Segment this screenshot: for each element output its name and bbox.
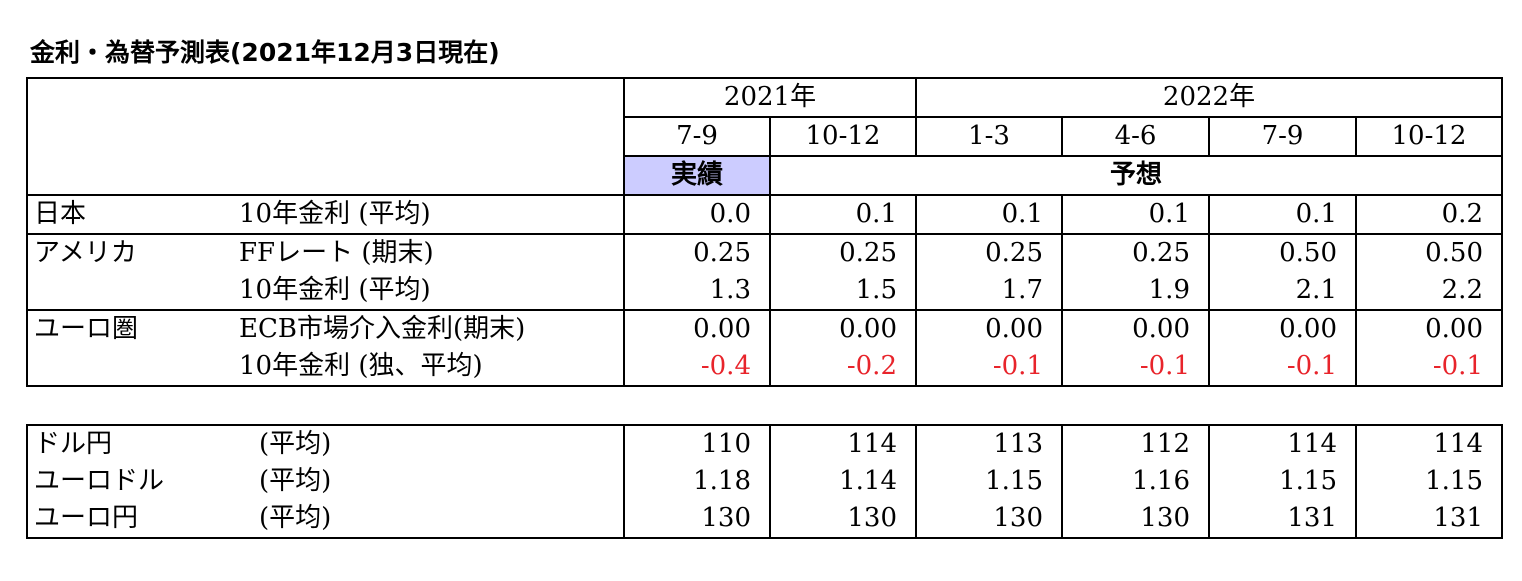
table-row: 10年金利 (平均) 1.3 1.5 1.7 1.9 2.1 2.2 bbox=[26, 272, 1503, 311]
value-cell: -0.2 bbox=[770, 348, 917, 387]
quarter-header: 7-9 bbox=[624, 117, 771, 157]
value-cell: 112 bbox=[1062, 424, 1210, 463]
value-cell: 0.00 bbox=[916, 310, 1063, 348]
country-name: ユーロ圏 bbox=[26, 310, 239, 348]
value-cell: 1.16 bbox=[1062, 463, 1210, 500]
value-cell: -0.4 bbox=[624, 348, 771, 387]
table-row: ユーロ圏 ECB市場介入金利(期末) 0.00 0.00 0.00 0.00 0… bbox=[26, 310, 1503, 348]
value-cell: 1.15 bbox=[1356, 463, 1503, 500]
value-cell: 0.2 bbox=[1356, 195, 1503, 235]
value-cell: 110 bbox=[624, 424, 771, 463]
value-cell: 0.00 bbox=[1356, 310, 1503, 348]
quarter-header: 10-12 bbox=[770, 117, 917, 157]
country-name bbox=[26, 348, 239, 387]
table-row: 日本 10年金利 (平均) 0.0 0.1 0.1 0.1 0.1 0.2 bbox=[26, 195, 1503, 235]
value-cell: 0.25 bbox=[1062, 234, 1210, 272]
value-cell: 130 bbox=[770, 500, 917, 539]
table-row: ドル円 (平均) 110 114 113 112 114 114 bbox=[26, 424, 1503, 463]
value-cell: 1.9 bbox=[1062, 272, 1210, 311]
table-row: アメリカ FFレート (期末) 0.25 0.25 0.25 0.25 0.50… bbox=[26, 234, 1503, 272]
value-cell: 0.25 bbox=[916, 234, 1063, 272]
value-cell: 0.1 bbox=[770, 195, 917, 235]
rate-label: 10年金利 (平均) bbox=[239, 195, 625, 235]
fx-label: (平均) bbox=[259, 500, 625, 539]
year-2022-header: 2022年 bbox=[916, 77, 1503, 118]
fx-forecast-table: ドル円 (平均) 110 114 113 112 114 114 ユーロドル (… bbox=[26, 424, 1503, 539]
value-cell: 130 bbox=[624, 500, 771, 539]
value-cell: -0.1 bbox=[1356, 348, 1503, 387]
value-cell: 0.50 bbox=[1209, 234, 1357, 272]
fx-label: (平均) bbox=[259, 424, 625, 463]
value-cell: 131 bbox=[1209, 500, 1357, 539]
country-name: アメリカ bbox=[26, 234, 239, 272]
rate-label: ECB市場介入金利(期末) bbox=[239, 310, 625, 348]
table-row: ユーロドル (平均) 1.18 1.14 1.15 1.16 1.15 1.15 bbox=[26, 463, 1503, 500]
currency-pair: ユーロドル bbox=[26, 463, 259, 500]
value-cell: 130 bbox=[1062, 500, 1210, 539]
currency-pair: ユーロ円 bbox=[26, 500, 259, 539]
value-cell: 1.15 bbox=[916, 463, 1063, 500]
value-cell: 0.1 bbox=[916, 195, 1063, 235]
value-cell: 0.25 bbox=[770, 234, 917, 272]
value-cell: 0.00 bbox=[770, 310, 917, 348]
fx-label: (平均) bbox=[259, 463, 625, 500]
value-cell: 0.50 bbox=[1356, 234, 1503, 272]
value-cell: 0.00 bbox=[1062, 310, 1210, 348]
value-cell: 1.18 bbox=[624, 463, 771, 500]
currency-pair: ドル円 bbox=[26, 424, 259, 463]
rate-forecast-table: 2021年 2022年 7-9 10-12 1-3 4-6 7-9 10-12 … bbox=[26, 77, 1503, 387]
actual-label: 実績 bbox=[623, 155, 771, 196]
forecast-label: 予想 bbox=[770, 156, 1503, 196]
value-cell: 0.25 bbox=[624, 234, 771, 272]
value-cell: 131 bbox=[1356, 500, 1503, 539]
quarter-header: 4-6 bbox=[1062, 117, 1210, 157]
country-name bbox=[26, 272, 239, 311]
value-cell: 1.7 bbox=[916, 272, 1063, 311]
value-cell: 1.14 bbox=[770, 463, 917, 500]
quarter-header: 1-3 bbox=[916, 117, 1063, 157]
value-cell: 114 bbox=[1356, 424, 1503, 463]
value-cell: 0.00 bbox=[624, 310, 771, 348]
value-cell: 2.1 bbox=[1209, 272, 1357, 311]
value-cell: 114 bbox=[770, 424, 917, 463]
value-cell: 2.2 bbox=[1356, 272, 1503, 311]
rate-label: FFレート (期末) bbox=[239, 234, 625, 272]
value-cell: 0.0 bbox=[624, 195, 771, 235]
value-cell: 0.00 bbox=[1209, 310, 1357, 348]
value-cell: 0.1 bbox=[1209, 195, 1357, 235]
rate-label: 10年金利 (平均) bbox=[239, 272, 625, 311]
quarter-header: 7-9 bbox=[1209, 117, 1357, 157]
value-cell: 1.15 bbox=[1209, 463, 1357, 500]
value-cell: 114 bbox=[1209, 424, 1357, 463]
value-cell: -0.1 bbox=[1062, 348, 1210, 387]
quarter-header: 10-12 bbox=[1356, 117, 1503, 157]
value-cell: 1.3 bbox=[624, 272, 771, 311]
value-cell: 0.1 bbox=[1062, 195, 1210, 235]
table-row: 10年金利 (独、平均) -0.4 -0.2 -0.1 -0.1 -0.1 -0… bbox=[26, 348, 1503, 387]
value-cell: 1.5 bbox=[770, 272, 917, 311]
value-cell: 113 bbox=[916, 424, 1063, 463]
value-cell: 130 bbox=[916, 500, 1063, 539]
country-name: 日本 bbox=[26, 195, 239, 235]
year-2021-header: 2021年 bbox=[624, 77, 917, 118]
table-row: ユーロ円 (平均) 130 130 130 130 131 131 bbox=[26, 500, 1503, 539]
rate-label: 10年金利 (独、平均) bbox=[239, 348, 625, 387]
page-title: 金利・為替予測表(2021年12月3日現在) bbox=[30, 38, 500, 67]
value-cell: -0.1 bbox=[916, 348, 1063, 387]
value-cell: -0.1 bbox=[1209, 348, 1357, 387]
